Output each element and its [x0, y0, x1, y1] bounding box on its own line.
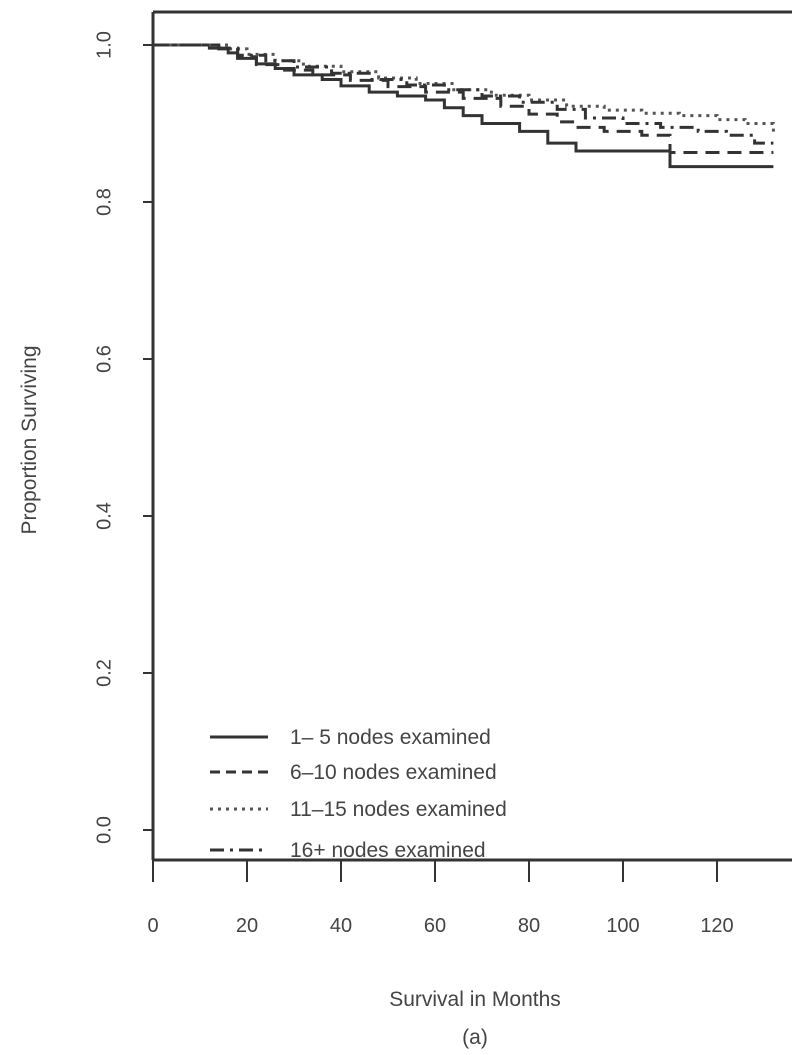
- legend-label-2: 6–10 nodes examined: [290, 761, 497, 784]
- y-axis-title: Proportion Surviving: [18, 345, 41, 534]
- y-tick-label: 0.4: [93, 502, 115, 530]
- plot-frame: [151, 10, 792, 862]
- x-tick-label: 100: [606, 915, 639, 937]
- series-line-2: [153, 43, 774, 155]
- x-axis-title: Survival in Months: [389, 988, 561, 1011]
- legend-label-3: 11–15 nodes examined: [290, 798, 507, 821]
- y-tick-label: 0.6: [93, 345, 115, 373]
- legend-label-1: 1– 5 nodes examined: [290, 726, 491, 749]
- series-line-4: [153, 43, 774, 145]
- series-line-3: [153, 43, 775, 133]
- y-tick-label: 0.0: [93, 816, 115, 844]
- x-tick-label: 120: [700, 915, 733, 937]
- x-axis: 0 20 40 60 80 100 120: [147, 860, 734, 937]
- legend-label-4: 16+ nodes examined: [290, 839, 486, 862]
- x-tick-label: 20: [236, 915, 258, 937]
- series-line-1: [153, 43, 774, 169]
- x-tick-label: 0: [147, 915, 158, 937]
- figure-caption: (a): [462, 1026, 488, 1049]
- legend: 1– 5 nodes examined 6–10 nodes examined 11…: [210, 726, 507, 862]
- series-lines: [153, 43, 775, 169]
- x-tick-label: 60: [424, 915, 446, 937]
- y-tick-label: 0.8: [93, 188, 115, 216]
- y-tick-label: 1.0: [93, 31, 115, 59]
- x-tick-label: 40: [330, 915, 352, 937]
- x-tick-label: 80: [518, 915, 540, 937]
- y-axis: 0.0 0.2 0.4 0.6 0.8 1.0: [93, 31, 153, 844]
- y-tick-label: 0.2: [93, 659, 115, 687]
